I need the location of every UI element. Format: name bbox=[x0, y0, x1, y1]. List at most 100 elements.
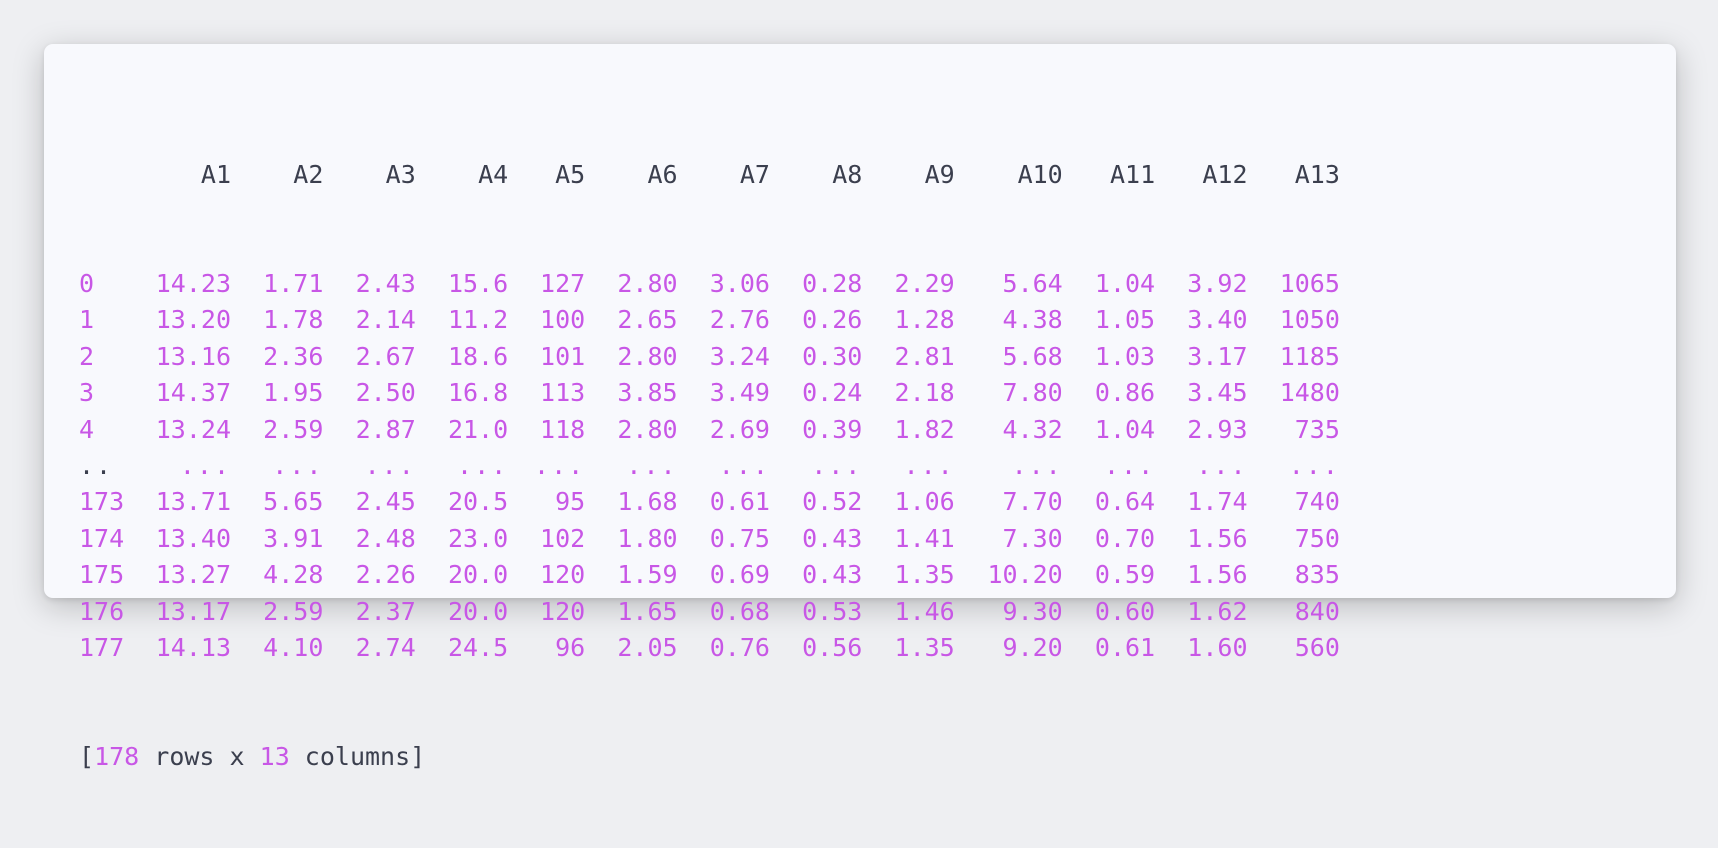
table-row: 176 13.17 2.59 2.37 20.0 120 1.65 0.68 0.53 1.46 9… bbox=[79, 594, 1340, 630]
table-cell: 14.37 bbox=[155, 378, 231, 408]
table-cell: 1050 bbox=[1279, 305, 1340, 335]
table-cell: 21.0 bbox=[447, 414, 509, 444]
table-cell: 735 bbox=[1294, 414, 1340, 444]
table-cell: 9.30 bbox=[1002, 596, 1063, 626]
row-index: 175 bbox=[79, 560, 125, 590]
summary-open: [ bbox=[79, 742, 95, 772]
dataframe-summary: [178 rows x 13 columns] bbox=[79, 739, 1340, 775]
table-cell: 1.56 bbox=[1187, 560, 1248, 590]
table-row: 0 14.23 1.71 2.43 15.6 127 2.80 3.06 0.28 2.29 5.6… bbox=[79, 266, 1340, 302]
table-cell: 2.81 bbox=[894, 341, 955, 371]
column-header: A10 bbox=[1017, 159, 1063, 189]
table-cell: 3.24 bbox=[709, 341, 770, 371]
table-cell: 1.35 bbox=[894, 560, 955, 590]
table-cell: 0.86 bbox=[1094, 378, 1156, 408]
table-cell: 13.71 bbox=[155, 487, 231, 517]
table-cell: 24.5 bbox=[447, 632, 509, 662]
table-row: 3 14.37 1.95 2.50 16.8 113 3.85 3.49 0.24 2.18 7.8… bbox=[79, 375, 1340, 411]
table-cell: 3.45 bbox=[1187, 378, 1248, 408]
table-cell: 2.59 bbox=[263, 596, 324, 626]
table-cell: 15.6 bbox=[447, 269, 509, 299]
table-cell: 2.80 bbox=[617, 269, 678, 299]
table-cell: 16.8 bbox=[447, 378, 509, 408]
output-card: A1 A2 A3 A4 A5 A6 A7 A8 A9 A10 A11 A12 A13 0 14.23 1.7… bbox=[44, 44, 1676, 771]
column-header: A1 bbox=[200, 159, 231, 189]
row-index: 177 bbox=[79, 632, 125, 662]
row-index: 2 bbox=[79, 341, 95, 371]
table-cell: 560 bbox=[1294, 632, 1340, 662]
table-cell: 2.69 bbox=[709, 414, 770, 444]
table-cell: 750 bbox=[1294, 523, 1340, 553]
table-cell: 2.45 bbox=[355, 487, 416, 517]
table-cell: 4.28 bbox=[263, 560, 324, 590]
table-cell: 2.36 bbox=[263, 341, 324, 371]
table-cell: 9.20 bbox=[1002, 632, 1063, 662]
table-cell: 13.16 bbox=[155, 341, 231, 371]
table-cell: 10.20 bbox=[987, 560, 1063, 590]
row-index: 1 bbox=[79, 305, 95, 335]
table-cell: 14.13 bbox=[155, 632, 231, 662]
table-cell: 2.93 bbox=[1187, 414, 1248, 444]
table-cell: ... bbox=[179, 450, 231, 480]
table-row: 2 13.16 2.36 2.67 18.6 101 2.80 3.24 0.30 2.81 5.6… bbox=[79, 339, 1340, 375]
table-cell: ... bbox=[364, 450, 416, 480]
table-cell: 13.17 bbox=[155, 596, 231, 626]
table-cell: 7.70 bbox=[1002, 487, 1063, 517]
table-row: 177 14.13 4.10 2.74 24.5 96 2.05 0.76 0.56 1.35 9.… bbox=[79, 630, 1340, 666]
table-cell: 2.80 bbox=[617, 414, 678, 444]
table-cell: 1185 bbox=[1279, 341, 1340, 371]
table-cell: 7.80 bbox=[1002, 378, 1063, 408]
column-header: A9 bbox=[924, 159, 955, 189]
table-cell: 1.03 bbox=[1094, 341, 1156, 371]
table-cell: 0.43 bbox=[802, 523, 863, 553]
table-cell: 1.78 bbox=[263, 305, 324, 335]
table-cell: 5.65 bbox=[263, 487, 324, 517]
column-header: A8 bbox=[832, 159, 863, 189]
table-cell: ... bbox=[272, 450, 324, 480]
table-cell: 127 bbox=[540, 269, 586, 299]
table-cell: 13.24 bbox=[155, 414, 231, 444]
summary-cols-count: 13 bbox=[259, 742, 290, 772]
row-index: 0 bbox=[79, 269, 95, 299]
table-cell: 0.53 bbox=[802, 596, 863, 626]
table-cell: 2.48 bbox=[355, 523, 416, 553]
table-cell: 2.80 bbox=[617, 341, 678, 371]
table-cell: 5.68 bbox=[1002, 341, 1063, 371]
column-header: A5 bbox=[555, 159, 586, 189]
table-cell: 102 bbox=[540, 523, 586, 553]
table-cell: 2.29 bbox=[894, 269, 955, 299]
table-row: 1 13.20 1.78 2.14 11.2 100 2.65 2.76 0.26 1.28 4.3… bbox=[79, 302, 1340, 338]
table-cell: 118 bbox=[540, 414, 586, 444]
table-cell: 20.0 bbox=[447, 596, 509, 626]
table-cell: 0.30 bbox=[802, 341, 863, 371]
column-header: A6 bbox=[647, 159, 678, 189]
table-cell: ... bbox=[1103, 450, 1156, 480]
table-cell: 3.91 bbox=[263, 523, 324, 553]
table-cell: 3.85 bbox=[617, 378, 678, 408]
column-header: A13 bbox=[1294, 159, 1340, 189]
table-cell: 1.41 bbox=[894, 523, 955, 553]
table-cell: ... bbox=[811, 450, 863, 480]
table-cell: 0.61 bbox=[1094, 632, 1156, 662]
table-cell: 1.05 bbox=[1094, 305, 1156, 335]
table-cell: 3.92 bbox=[1187, 269, 1248, 299]
ellipsis-row: ........................................… bbox=[79, 448, 1340, 484]
table-cell: 100 bbox=[540, 305, 586, 335]
table-cell: 1.46 bbox=[894, 596, 955, 626]
table-cell: ... bbox=[626, 450, 678, 480]
column-header: A12 bbox=[1202, 159, 1248, 189]
table-cell: 20.5 bbox=[447, 487, 509, 517]
table-cell: ... bbox=[534, 450, 586, 480]
table-cell: 3.17 bbox=[1187, 341, 1248, 371]
table-cell: 2.74 bbox=[355, 632, 416, 662]
table-cell: 1.06 bbox=[894, 487, 955, 517]
table-cell: 3.06 bbox=[709, 269, 770, 299]
table-cell: 0.56 bbox=[802, 632, 863, 662]
table-cell: 2.26 bbox=[355, 560, 416, 590]
table-cell: 1.04 bbox=[1094, 414, 1156, 444]
table-cell: 13.27 bbox=[155, 560, 231, 590]
table-cell: 0.26 bbox=[802, 305, 863, 335]
table-cell: 2.05 bbox=[617, 632, 678, 662]
table-cell: 95 bbox=[555, 487, 586, 517]
summary-rows-word: rows x bbox=[139, 742, 260, 772]
